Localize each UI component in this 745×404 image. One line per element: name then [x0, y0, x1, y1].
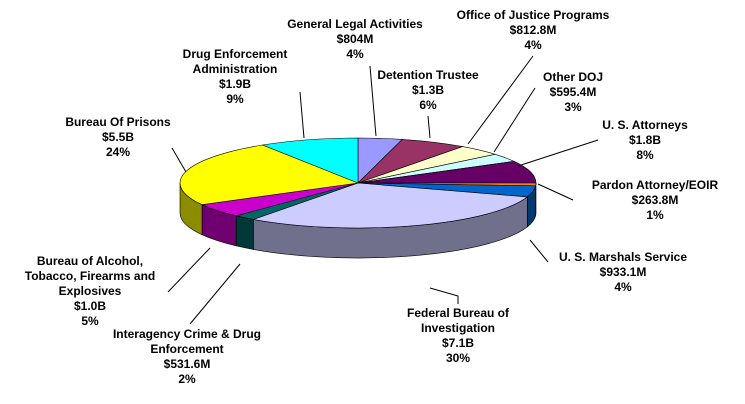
- percent: 3%: [564, 100, 582, 114]
- slice-label: U. S. Attorneys $1.8B 8%: [590, 118, 700, 163]
- amount: $933.1M: [599, 265, 647, 279]
- percent: 30%: [445, 351, 471, 365]
- percent: 2%: [178, 372, 196, 386]
- percent: 24%: [105, 145, 131, 159]
- slice-label: Bureau Of Prisons $5.5B 24%: [53, 115, 183, 160]
- amount: $1.9B: [218, 77, 252, 91]
- category: Office of Justice Programs: [456, 8, 610, 22]
- slice: [357, 161, 537, 184]
- amount: $1.8B: [628, 133, 662, 147]
- category: Federal Bureau of Investigation: [406, 306, 510, 335]
- percent: 4%: [346, 47, 364, 61]
- percent: 5%: [81, 314, 99, 328]
- amount: $263.8M: [631, 193, 679, 207]
- percent: 1%: [646, 208, 664, 222]
- slice-side: [235, 215, 254, 250]
- category: Bureau Of Prisons: [65, 115, 171, 129]
- amount: $7.1B: [441, 336, 475, 350]
- category: Drug Enforcement Administration: [182, 47, 288, 76]
- amount: $1.0B: [73, 299, 107, 313]
- slice-label: Detention Trustee $1.3B 6%: [368, 68, 488, 113]
- slice-label: Pardon Attorney/EOIR $263.8M 1%: [570, 178, 740, 223]
- slice: [261, 137, 359, 184]
- category: Detention Trustee: [377, 68, 479, 82]
- amount: $804M: [336, 32, 374, 46]
- amount: $1.3B: [411, 83, 445, 97]
- category: Interagency Crime & Drug Enforcement: [112, 327, 262, 356]
- slice-label: Office of Justice Programs $812.8M 4%: [448, 8, 618, 53]
- amount: $5.5B: [101, 130, 135, 144]
- category: Pardon Attorney/EOIR: [591, 178, 719, 192]
- slice-label: Bureau of Alcohol, Tobacco, Firearms and…: [20, 254, 160, 329]
- slice-label: General Legal Activities $804M 4%: [270, 17, 440, 62]
- percent: 8%: [636, 148, 654, 162]
- category: Other DOJ: [542, 70, 603, 84]
- percent: 4%: [614, 280, 632, 294]
- slice-label: Interagency Crime & Drug Enforcement $531…: [112, 327, 262, 387]
- amount: $595.4M: [549, 85, 597, 99]
- slice-label: Other DOJ $595.4M 3%: [523, 70, 623, 115]
- percent: 4%: [524, 38, 542, 52]
- percent: 9%: [226, 92, 244, 106]
- slice-label: Drug Enforcement Administration $1.9B 9%: [175, 47, 295, 107]
- category: U. S. Marshals Service: [558, 250, 688, 264]
- slice-label: Federal Bureau of Investigation $7.1B 30%: [398, 306, 518, 366]
- percent: 6%: [419, 98, 437, 112]
- category: General Legal Activities: [287, 17, 423, 31]
- category: U. S. Attorneys: [602, 118, 688, 132]
- category: Bureau of Alcohol, Tobacco, Firearms and…: [24, 254, 156, 298]
- leader-lines: [167, 55, 599, 325]
- slice: [252, 182, 529, 229]
- amount: $812.8M: [509, 23, 557, 37]
- amount: $531.6M: [163, 357, 211, 371]
- slice-label: U. S. Marshals Service $933.1M 4%: [553, 250, 693, 295]
